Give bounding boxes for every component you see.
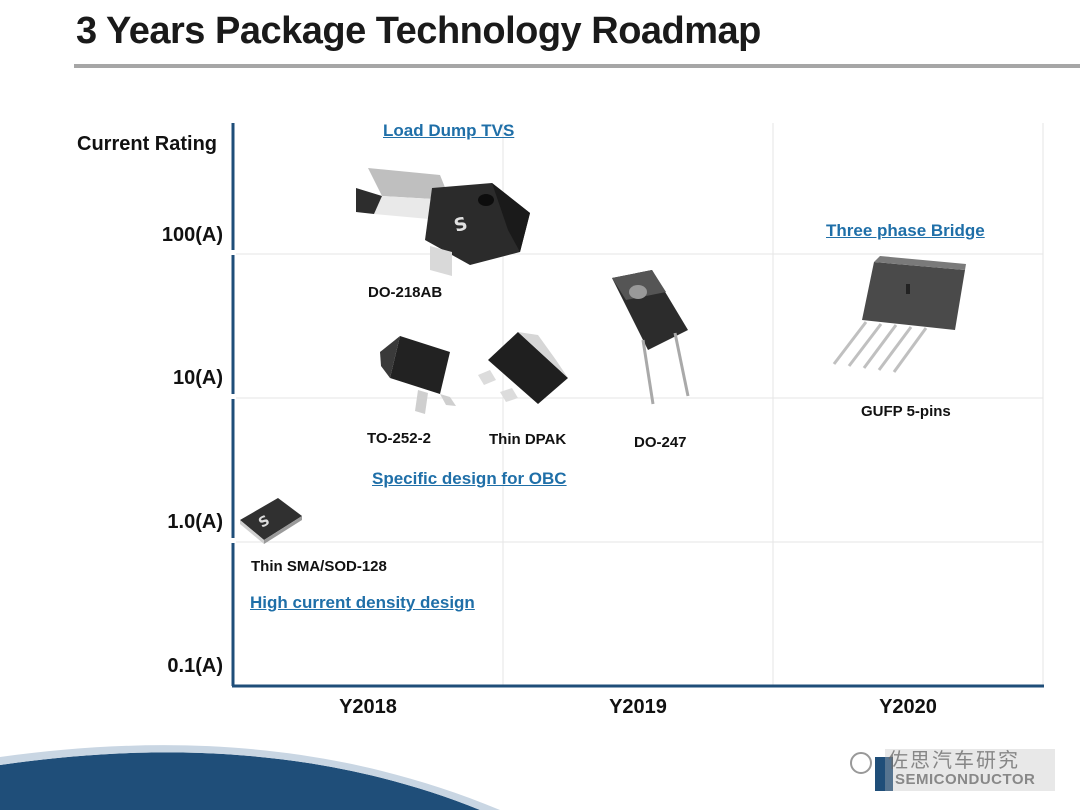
x-tick-y2018: Y2018: [339, 696, 397, 718]
thin-dpak-image: [478, 332, 568, 404]
y-tick-100a: 100(A): [161, 224, 223, 246]
label-thin-sma: Thin SMA/SOD-128: [251, 558, 387, 575]
to252-image: [380, 336, 456, 414]
title-divider: [74, 64, 1080, 68]
watermark-brand: SEMICONDUCTOR: [895, 771, 1036, 788]
do247-image: [612, 270, 690, 405]
y-axis-title: Current Rating: [77, 133, 217, 155]
thin-sma-image: S: [240, 498, 302, 544]
do218ab-image: S: [356, 168, 530, 276]
note-load-dump[interactable]: Load Dump TVS: [383, 121, 515, 140]
label-do247: DO-247: [634, 434, 687, 451]
watermark-text: 佐思汽车研究: [888, 748, 1020, 772]
label-to252: TO-252-2: [367, 430, 431, 447]
page-title: 3 Years Package Technology Roadmap: [76, 10, 761, 52]
gufp-image: [832, 256, 966, 373]
label-do218ab: DO-218AB: [368, 284, 443, 301]
y-tick-10a: 10(A): [172, 367, 223, 389]
y-tick-1a: 1.0(A): [167, 511, 223, 533]
x-tick-y2019: Y2019: [609, 696, 667, 718]
label-gufp: GUFP 5-pins: [861, 403, 951, 420]
watermark-logo: [850, 749, 1055, 791]
label-thin-dpak: Thin DPAK: [489, 431, 567, 448]
note-three-phase[interactable]: Three phase Bridge: [826, 221, 985, 240]
note-high-current[interactable]: High current density design: [250, 593, 475, 612]
svg-text:S: S: [452, 213, 470, 237]
note-obc[interactable]: Specific design for OBC: [372, 469, 567, 488]
y-tick-0-1a: 0.1(A): [167, 655, 223, 677]
x-tick-y2020: Y2020: [879, 696, 937, 718]
footer-wave: [0, 745, 500, 810]
